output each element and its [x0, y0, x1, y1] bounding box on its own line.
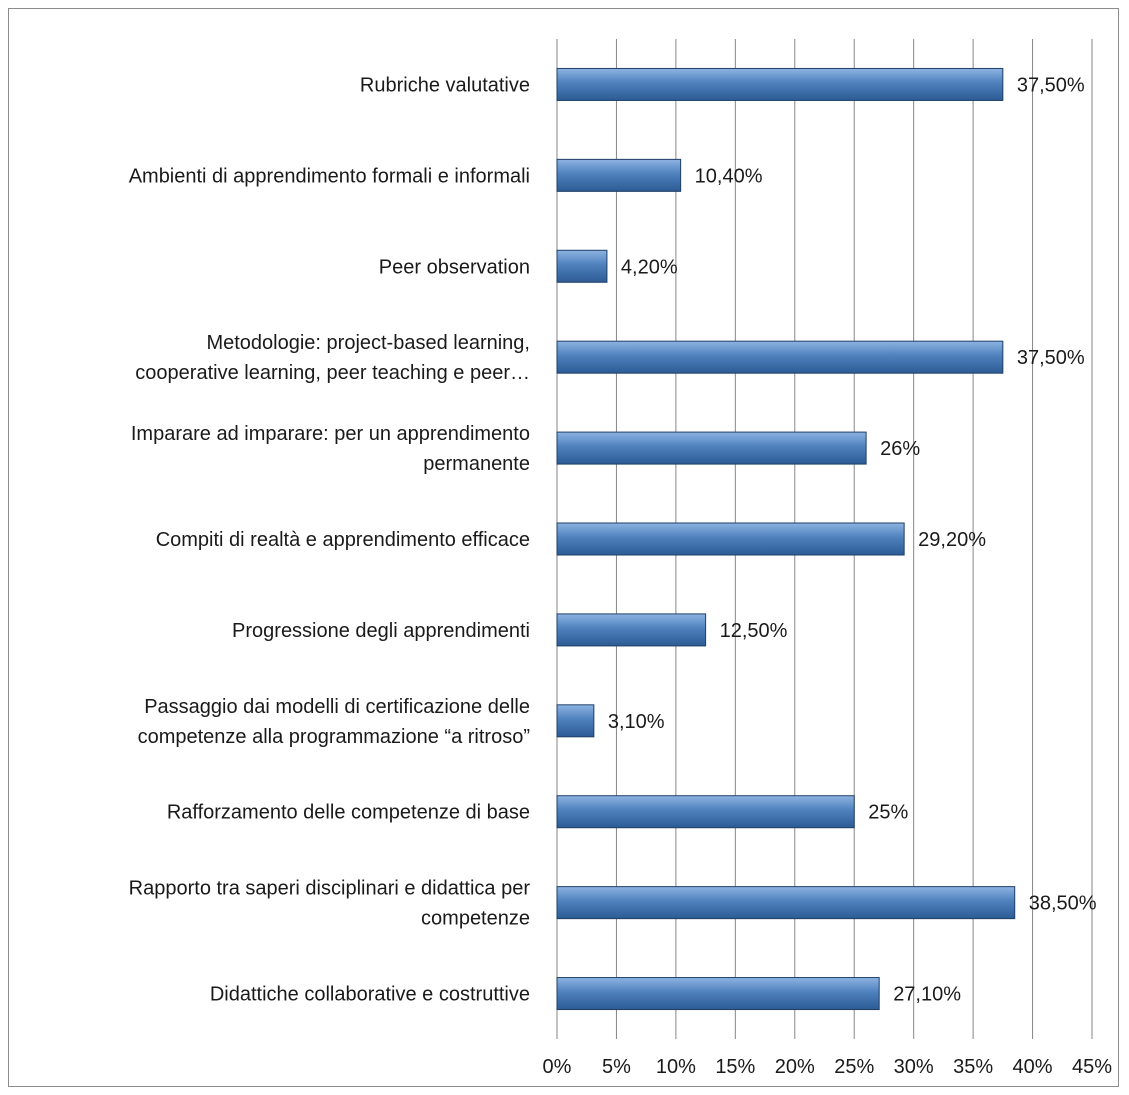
bar-7 — [556, 613, 707, 647]
bars — [556, 67, 1016, 1011]
category-label-8: Passaggio dai modelli di certificazione … — [138, 696, 530, 748]
x-tick-label-30: 30% — [894, 1056, 934, 1078]
bar-6 — [556, 522, 905, 556]
data-label-8: 3,10% — [608, 711, 665, 733]
category-label-3: Peer observation — [379, 256, 530, 278]
x-tick-label-45: 45% — [1072, 1056, 1112, 1078]
x-tick-label-35: 35% — [953, 1056, 993, 1078]
x-tick-label-5: 5% — [602, 1056, 631, 1078]
data-label-10: 38,50% — [1029, 893, 1097, 915]
data-label-1: 37,50% — [1017, 74, 1085, 96]
category-label-11: Didattiche collaborative e costruttive — [210, 984, 530, 1006]
data-label-7: 12,50% — [720, 620, 788, 642]
bar-5 — [556, 431, 867, 465]
bar-10 — [556, 886, 1016, 920]
category-label-4: Metodologie: project-based learning, coop… — [135, 332, 530, 384]
bar-chart: Rubriche valutative Ambienti di apprendim… — [129, 39, 1113, 1078]
category-label-1: Rubriche valutative — [360, 74, 530, 96]
x-axis-tick-labels: 0% 5% 10% 15% 20% 25% 30% 35% 40% 45% — [543, 1056, 1113, 1078]
data-label-3: 4,20% — [621, 256, 678, 278]
x-tick-label-15: 15% — [715, 1056, 755, 1078]
category-label-5: Imparare ad imparare: per un apprendimen… — [131, 423, 530, 475]
category-label-6: Compiti di realtà e apprendimento effica… — [156, 529, 530, 551]
data-label-11: 27,10% — [893, 984, 961, 1006]
category-labels: Rubriche valutative Ambienti di apprendim… — [129, 74, 531, 1005]
bar-9 — [556, 795, 855, 829]
data-labels: 37,50% 10,40% 4,20% 37,50% 26% 29,20% 12,50% 3,… — [608, 74, 1097, 1005]
bar-8 — [556, 704, 595, 738]
x-tick-label-0: 0% — [543, 1056, 572, 1078]
category-label-10: Rapporto tra saperi disciplinari e didat… — [129, 878, 531, 930]
data-label-2: 10,40% — [695, 165, 763, 187]
bar-1 — [556, 67, 1004, 101]
category-label-9: Rafforzamento delle competenze di base — [167, 802, 530, 824]
x-tick-label-40: 40% — [1013, 1056, 1053, 1078]
category-label-2: Ambienti di apprendimento formali e info… — [129, 165, 530, 187]
data-label-4: 37,50% — [1017, 347, 1085, 369]
chart-frame: Rubriche valutative Ambienti di apprendim… — [8, 8, 1119, 1087]
data-label-9: 25% — [868, 802, 908, 824]
data-label-6: 29,20% — [918, 529, 986, 551]
x-tick-label-25: 25% — [834, 1056, 874, 1078]
category-label-7: Progressione degli apprendimenti — [232, 620, 530, 642]
x-tick-label-10: 10% — [656, 1056, 696, 1078]
x-tick-label-20: 20% — [775, 1056, 815, 1078]
bar-4 — [556, 340, 1004, 374]
bar-11 — [556, 977, 880, 1011]
bar-3 — [556, 249, 608, 283]
bar-2 — [556, 158, 682, 192]
data-label-5: 26% — [880, 438, 920, 460]
